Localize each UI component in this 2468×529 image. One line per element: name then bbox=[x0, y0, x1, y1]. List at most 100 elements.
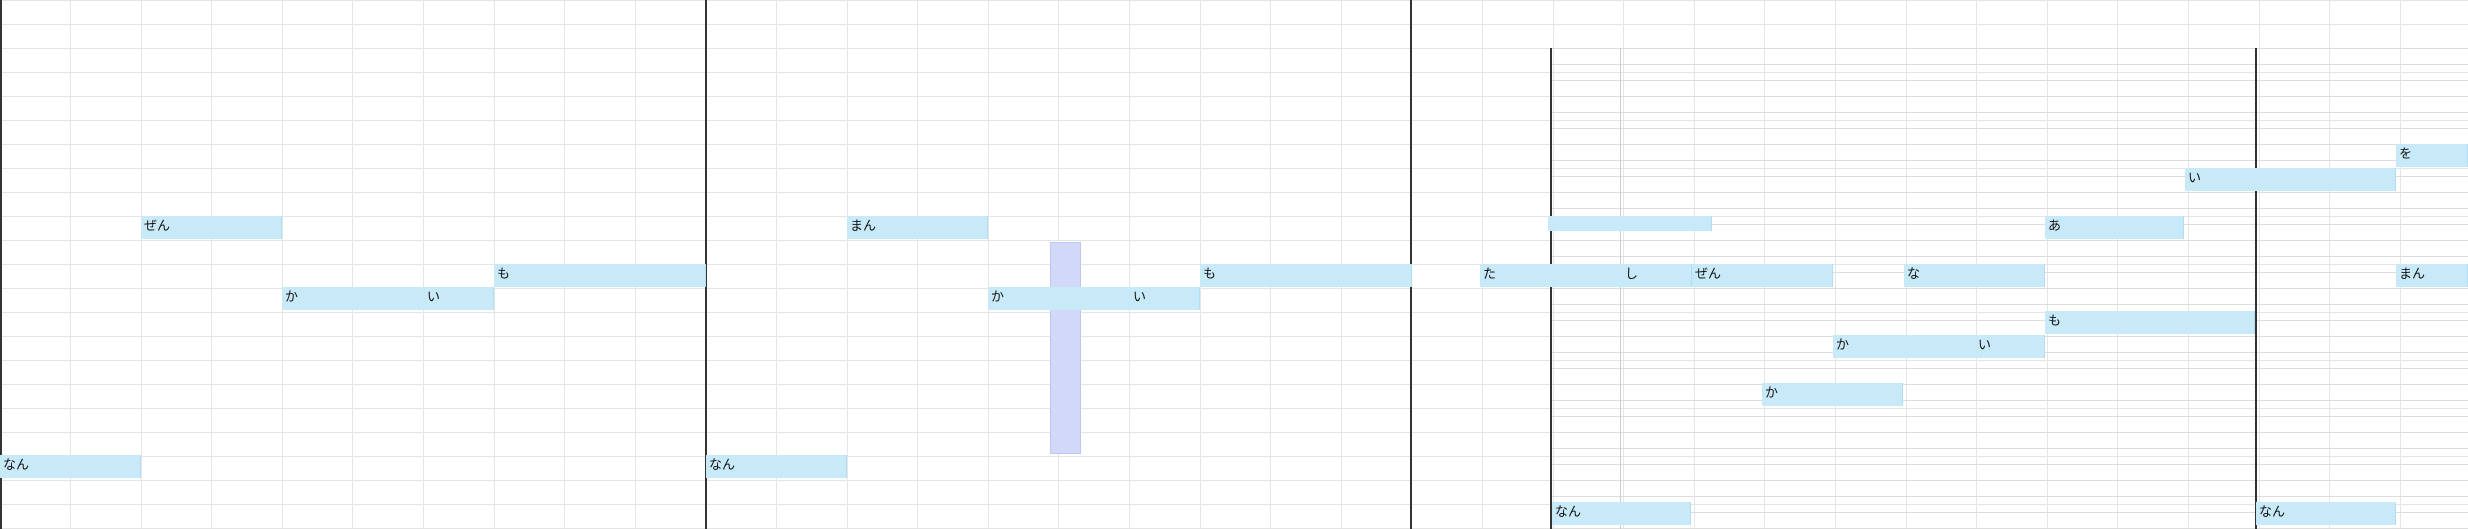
note-lyric: か bbox=[285, 290, 299, 305]
playhead-marker[interactable] bbox=[1050, 242, 1081, 454]
note-zen[interactable]: ぜん bbox=[141, 216, 282, 239]
overlay-row-line bbox=[1550, 464, 2468, 465]
note-mo[interactable]: も bbox=[494, 264, 706, 287]
overlay-bar-line bbox=[2255, 48, 2257, 529]
overlay-row-line bbox=[1550, 384, 2468, 385]
beat-line bbox=[423, 0, 424, 529]
note-i[interactable]: い bbox=[2185, 168, 2396, 191]
pitch-row-line bbox=[0, 480, 2468, 481]
beat-line bbox=[2188, 0, 2189, 529]
overlay-row-line bbox=[1550, 176, 2468, 177]
overlay-row-line bbox=[1550, 480, 2468, 481]
overlay-row-line bbox=[1550, 240, 2468, 241]
note-a[interactable]: あ bbox=[2045, 216, 2184, 239]
note-lyric: い bbox=[1978, 338, 1992, 353]
beat-line bbox=[352, 0, 353, 529]
note-nan[interactable]: なん bbox=[706, 455, 847, 478]
pitch-row-line bbox=[0, 168, 2468, 169]
pitch-row-line bbox=[0, 96, 2468, 97]
pitch-row-line bbox=[0, 336, 2468, 337]
note-nan[interactable]: なん bbox=[0, 455, 141, 478]
beat-line bbox=[211, 0, 212, 529]
overlay-row-line bbox=[1550, 224, 2468, 225]
beat-line bbox=[2329, 0, 2330, 529]
pitch-row-line bbox=[0, 48, 2468, 49]
note-man[interactable]: まん bbox=[2396, 264, 2468, 287]
pitch-row-line bbox=[0, 120, 2468, 121]
note-nan[interactable]: なん bbox=[2256, 502, 2396, 525]
beat-line bbox=[2259, 0, 2260, 529]
bar-line bbox=[0, 0, 2, 529]
note-ka[interactable]: か bbox=[1762, 383, 1903, 406]
pitch-row-line bbox=[0, 288, 2468, 289]
note-man[interactable]: まん bbox=[847, 216, 988, 239]
bar-line bbox=[705, 0, 707, 529]
beat-line bbox=[141, 0, 142, 529]
note-ka[interactable]: か い bbox=[282, 287, 494, 310]
overlay-row-line bbox=[1550, 288, 2468, 289]
note-lyric: い bbox=[1133, 290, 1147, 305]
note-zen[interactable]: ぜん bbox=[1692, 264, 1833, 287]
note-ta-shi[interactable]: た し bbox=[1480, 264, 1692, 287]
beat-line bbox=[1835, 0, 1836, 529]
overlay-row-line bbox=[1550, 256, 2468, 257]
note-lyric: た bbox=[1483, 267, 1497, 282]
overlay-row-line bbox=[1550, 496, 2468, 497]
beat-line bbox=[70, 0, 71, 529]
pitch-row-line bbox=[0, 0, 2468, 1]
overlay-row-line bbox=[1550, 448, 2468, 449]
overlay-row-line bbox=[1550, 160, 2468, 161]
pitch-row-line bbox=[0, 408, 2468, 409]
overlay-row-line bbox=[1550, 64, 2468, 65]
pitch-row-line bbox=[0, 384, 2468, 385]
note-lyric: か bbox=[1836, 338, 1850, 353]
overlay-row-line bbox=[1550, 48, 2468, 49]
pitch-row-line bbox=[0, 456, 2468, 457]
pitch-row-line bbox=[0, 144, 2468, 145]
beat-line bbox=[1129, 0, 1130, 529]
overlay-row-line bbox=[1550, 144, 2468, 145]
note-ka[interactable]: か い bbox=[1833, 335, 2045, 358]
pitch-row-line bbox=[0, 504, 2468, 505]
beat-line bbox=[2117, 0, 2118, 529]
overlay-row-line bbox=[1550, 400, 2468, 401]
note-lyric: い bbox=[427, 290, 441, 305]
overlay-row-line bbox=[1550, 416, 2468, 417]
beat-line bbox=[988, 0, 989, 529]
overlay-row-line bbox=[1550, 128, 2468, 129]
overlay-row-line bbox=[1550, 368, 2468, 369]
pitch-row-line bbox=[0, 24, 2468, 25]
overlay-row-line bbox=[1550, 80, 2468, 81]
overlay-row-line bbox=[1550, 304, 2468, 305]
overlay-row-line bbox=[1550, 112, 2468, 113]
overlay-bar-line bbox=[1550, 48, 1552, 529]
pitch-row-line bbox=[0, 192, 2468, 193]
note-mo[interactable]: も bbox=[1200, 264, 1412, 287]
pitch-row-line bbox=[0, 432, 2468, 433]
note-wo[interactable]: を bbox=[2396, 144, 2468, 167]
pitch-row-line bbox=[0, 360, 2468, 361]
overlay-row-line bbox=[1550, 320, 2468, 321]
overlay-row-line bbox=[1550, 512, 2468, 513]
pitch-row-line bbox=[0, 312, 2468, 313]
overlay-grid bbox=[1550, 48, 2468, 529]
overlay-row-line bbox=[1550, 96, 2468, 97]
beat-line bbox=[917, 0, 918, 529]
beat-line bbox=[282, 0, 283, 529]
note-na[interactable]: な bbox=[1904, 264, 2045, 287]
overlay-row-line bbox=[1550, 192, 2468, 193]
note-lyric: し bbox=[1625, 267, 1639, 282]
pitch-row-line bbox=[0, 240, 2468, 241]
pitch-row-line bbox=[0, 72, 2468, 73]
overlay-beat-line bbox=[1620, 48, 1621, 529]
beat-line bbox=[847, 0, 848, 529]
beat-line bbox=[776, 0, 777, 529]
note-blank[interactable] bbox=[1548, 216, 1712, 231]
pitch-row-line bbox=[0, 216, 2468, 217]
overlay-row-line bbox=[1550, 208, 2468, 209]
note-nan[interactable]: なん bbox=[1552, 502, 1691, 525]
note-mo[interactable]: も bbox=[2045, 311, 2255, 334]
overlay-row-line bbox=[1550, 432, 2468, 433]
note-ka[interactable]: か い bbox=[988, 287, 1200, 310]
